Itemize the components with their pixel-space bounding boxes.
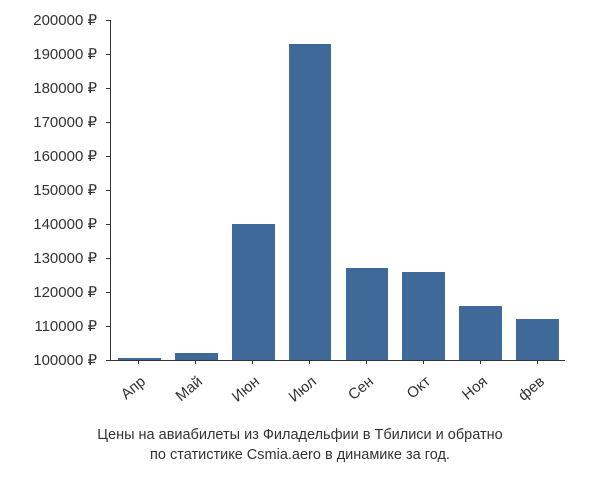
y-tick-mark	[106, 122, 110, 123]
y-tick-mark	[106, 258, 110, 259]
x-tick-mark	[366, 360, 367, 364]
x-tick-mark	[423, 360, 424, 364]
price-chart: 100000 ₽ 110000 ₽ 120000 ₽ 130000 ₽ 140000 ₽…	[0, 0, 600, 500]
y-tick-mark	[106, 88, 110, 89]
caption-line-1: Цены на авиабилеты из Филадельфии в Тбил…	[20, 425, 580, 445]
x-tick-mark	[309, 360, 310, 364]
plot-area	[110, 20, 565, 360]
y-tick-label: 110000 ₽	[34, 317, 97, 335]
y-tick-label: 140000 ₽	[33, 215, 97, 233]
x-axis: Апр Май Июн Июл Сен Окт Нояфев	[110, 365, 565, 425]
y-tick-label: 130000 ₽	[33, 249, 97, 267]
x-tick-label: фев	[515, 373, 548, 404]
y-tick-mark	[106, 292, 110, 293]
x-tick-label: Окт	[403, 373, 433, 402]
x-tick-mark	[480, 360, 481, 364]
y-tick-mark	[106, 326, 110, 327]
x-tick-label: Май	[173, 373, 206, 405]
y-tick-label: 120000 ₽	[33, 283, 97, 301]
bar	[118, 358, 161, 360]
bar	[175, 353, 218, 360]
y-tick-label: 170000 ₽	[33, 113, 97, 131]
x-tick-label: Июн	[229, 373, 263, 406]
y-axis: 100000 ₽110000 ₽120000 ₽130000 ₽140000 ₽…	[0, 20, 105, 360]
caption-line-2: по статистике Csmia.aero в динамике за г…	[20, 445, 580, 465]
x-tick-mark	[537, 360, 538, 364]
y-tick-label: 180000 ₽	[33, 79, 97, 97]
bar	[459, 306, 502, 360]
y-tick-mark	[106, 190, 110, 191]
y-tick-label: 200000 ₽	[33, 11, 97, 29]
bar	[346, 268, 389, 360]
bar	[516, 319, 559, 360]
x-axis-line	[110, 360, 565, 361]
x-tick-label: Сен	[345, 373, 377, 404]
y-tick-mark	[106, 156, 110, 157]
bar	[402, 272, 445, 360]
y-tick-label: 150000 ₽	[33, 181, 97, 199]
y-tick-mark	[106, 224, 110, 225]
y-tick-label: 160000 ₽	[33, 147, 97, 165]
bars-group	[110, 20, 566, 360]
x-tick-label: Ноя	[459, 373, 491, 404]
x-tick-label: Июл	[286, 373, 320, 406]
x-tick-label: Апр	[118, 373, 149, 403]
x-tick-mark	[138, 360, 139, 364]
bar	[232, 224, 275, 360]
y-tick-label: 100000 ₽	[33, 351, 97, 369]
y-tick-mark	[106, 54, 110, 55]
y-tick-mark	[106, 20, 110, 21]
x-tick-mark	[195, 360, 196, 364]
y-tick-label: 190000 ₽	[33, 45, 97, 63]
x-tick-mark	[252, 360, 253, 364]
bar	[289, 44, 332, 360]
chart-caption: Цены на авиабилеты из Филадельфии в Тбил…	[0, 425, 600, 466]
y-tick-mark	[106, 360, 110, 361]
